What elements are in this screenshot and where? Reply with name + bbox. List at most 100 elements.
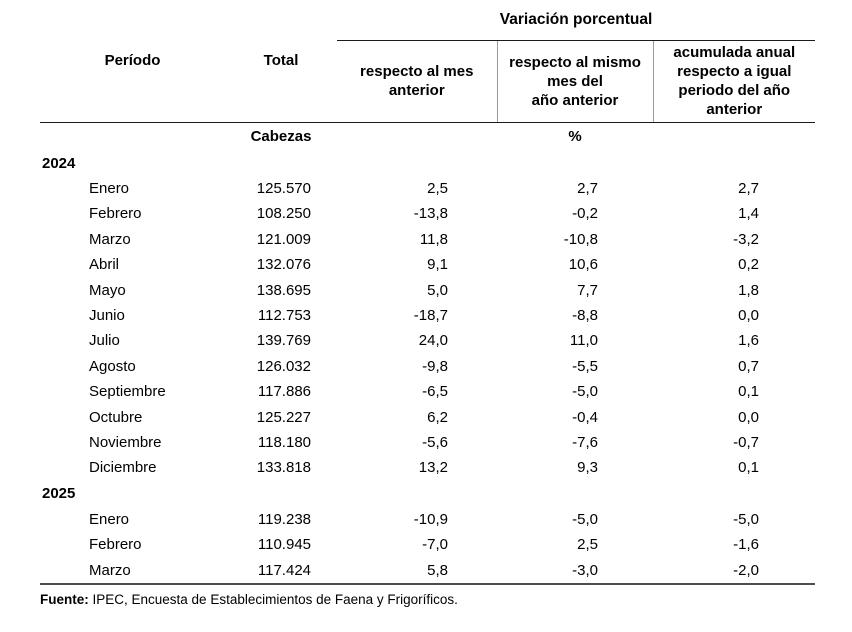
cell-var-mismo-mes: 2,5 [577, 536, 598, 554]
units-row: Cabezas % [40, 122, 815, 150]
cell-month: Abril [89, 256, 120, 274]
cell-var-acumulada: 2,7 [738, 180, 760, 197]
cell-total: 126.032 [256, 357, 311, 375]
year-row: 2024 [40, 150, 815, 176]
cell-var-mismo-mes: 9,3 [577, 459, 598, 477]
cell-var-mes: -18,7 [413, 307, 448, 325]
cell-month: Agosto [89, 357, 136, 375]
cell-var-mismo-mes: -8,8 [572, 307, 598, 325]
cell-total: 118.180 [257, 434, 311, 452]
year-label: 2024 [42, 154, 76, 172]
table-row: Diciembre 133.818 13,2 9,3 0,1 [40, 455, 815, 480]
cell-var-mismo-mes: 7,7 [577, 281, 598, 299]
table-row: Noviembre 118.180 -5,6 -7,6 -0,7 [40, 430, 815, 455]
cell-month: Junio [89, 307, 125, 325]
cell-month: Julio [89, 332, 120, 350]
col-header-period: Período [40, 0, 225, 123]
cell-var-acumulada: -1,6 [733, 536, 760, 554]
units-empty-var3 [653, 122, 815, 150]
cell-var-mismo-mes: -5,0 [572, 383, 598, 401]
cell-var-mismo-mes: 11,0 [569, 332, 598, 350]
cell-var-acumulada: 0,7 [738, 357, 760, 375]
cell-total: 138.695 [256, 281, 311, 299]
col-header-total: Total [225, 0, 337, 123]
cell-var-acumulada: 1,8 [738, 281, 760, 299]
cell-var-mismo-mes: -0,4 [572, 408, 598, 426]
units-empty-period [40, 122, 225, 150]
cell-var-mes: -9,8 [422, 357, 448, 375]
cell-var-mes: 24,0 [418, 332, 448, 350]
cell-var-mes: -7,0 [422, 536, 448, 554]
unit-cabezas: Cabezas [250, 127, 312, 145]
cell-total: 110.945 [257, 536, 311, 554]
table-row: Enero 125.570 2,5 2,7 2,7 [40, 176, 815, 201]
cell-var-mes: -5,6 [422, 434, 448, 452]
cell-var-acumulada: -2,0 [733, 561, 760, 579]
stats-table: Período Total Variación porcentual respe… [40, 0, 816, 586]
table-header: Período Total Variación porcentual respe… [40, 0, 816, 123]
table-body: Cabezas % 2024 Enero 125.570 2,5 2,7 2,7 Febre… [40, 122, 815, 584]
cell-var-mes: 2,5 [427, 180, 448, 197]
cell-month: Mayo [89, 281, 126, 299]
cell-total: 132.076 [256, 256, 311, 274]
table-row: Julio 139.769 24,0 11,0 1,6 [40, 328, 815, 353]
cell-var-acumulada: -3,2 [733, 230, 760, 248]
table-row: Marzo 117.424 5,8 -3,0 -2,0 [40, 558, 815, 584]
group-header-variacion-porcentual: Variación porcentual [337, 0, 816, 41]
cell-var-mes: 5,0 [427, 281, 448, 299]
unit-percent: % [568, 127, 582, 145]
cell-month: Enero [89, 180, 130, 197]
cell-var-mismo-mes: -7,6 [572, 434, 598, 452]
cell-var-mes: -10,9 [413, 510, 448, 528]
cell-var-mismo-mes: -10,8 [563, 230, 598, 248]
source-text: IPEC, Encuesta de Establecimientos de Fa… [88, 592, 458, 608]
year-row: 2025 [40, 481, 815, 507]
source-note: Fuente: IPEC, Encuesta de Establecimient… [40, 592, 852, 607]
cell-total: 125.570 [256, 180, 311, 197]
cell-month: Marzo [89, 561, 131, 579]
table-row: Abril 132.076 9,1 10,6 0,2 [40, 252, 815, 277]
cell-var-acumulada: 0,0 [738, 408, 760, 426]
cell-total: 119.238 [257, 510, 311, 528]
cell-var-mes: 11,8 [419, 230, 448, 248]
cell-var-acumulada: 0,0 [738, 307, 760, 325]
cell-var-mes: -13,8 [413, 205, 448, 223]
cell-var-mismo-mes: -5,5 [572, 357, 598, 375]
table-row: Septiembre 117.886 -6,5 -5,0 0,1 [40, 379, 815, 404]
cell-var-mes: 9,1 [427, 256, 448, 274]
table-row: Marzo 121.009 11,8 -10,8 -3,2 [40, 227, 815, 252]
cell-total: 117.424 [257, 561, 311, 579]
cell-var-mes: 6,2 [427, 408, 448, 426]
table-row: Mayo 138.695 5,0 7,7 1,8 [40, 278, 815, 303]
cell-month: Noviembre [89, 434, 162, 452]
cell-var-mes: -6,5 [422, 383, 448, 401]
cell-var-acumulada: 1,4 [738, 205, 760, 223]
table-row: Octubre 125.227 6,2 -0,4 0,0 [40, 405, 815, 430]
cell-month: Septiembre [89, 383, 166, 401]
cell-var-mes: 13,2 [418, 459, 448, 477]
cell-var-mismo-mes: -0,2 [572, 205, 598, 223]
table-row: Agosto 126.032 -9,8 -5,5 0,7 [40, 354, 815, 379]
units-empty-var1 [337, 122, 497, 150]
cell-var-acumulada: -5,0 [733, 510, 760, 528]
source-label: Fuente: [40, 592, 89, 608]
cell-total: 139.769 [256, 332, 311, 350]
cell-month: Marzo [89, 230, 131, 248]
cell-total: 125.227 [256, 408, 311, 426]
col-header-var-mes-anterior: respecto al mes anterior [337, 40, 497, 123]
cell-month: Octubre [89, 408, 143, 426]
year-label: 2025 [42, 485, 76, 503]
cell-month: Diciembre [89, 459, 157, 477]
table-row: Junio 112.753 -18,7 -8,8 0,0 [40, 303, 815, 328]
cell-var-mismo-mes: -3,0 [572, 561, 598, 579]
cell-var-mismo-mes: 2,7 [577, 180, 598, 197]
cell-var-acumulada: 0,2 [738, 256, 760, 274]
cell-total: 133.818 [256, 459, 311, 477]
cell-var-mismo-mes: -5,0 [572, 510, 598, 528]
cell-month: Febrero [89, 536, 142, 554]
cell-month: Febrero [89, 205, 142, 223]
cell-total: 108.250 [256, 205, 311, 223]
cell-month: Enero [89, 510, 130, 528]
col-header-var-mismo-mes: respecto al mismo mes del año anterior [496, 40, 653, 123]
